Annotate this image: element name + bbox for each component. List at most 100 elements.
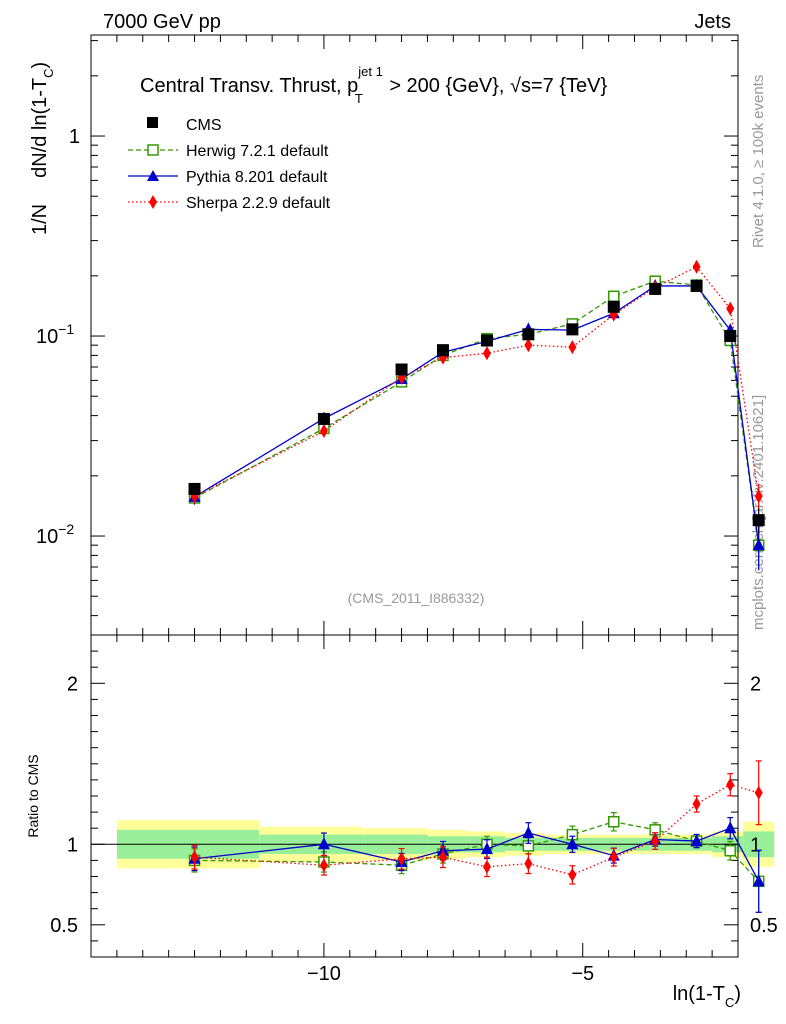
ratio-point-sherpa [651, 834, 660, 849]
ratio-tick-label-right: 2 [750, 673, 761, 695]
ylabel-close: ) [29, 62, 51, 69]
ratio-tick-label-left: 0.5 [50, 915, 78, 937]
y-tick-label: 10−1 [36, 321, 74, 348]
y-tick-base: 10 [36, 526, 58, 548]
point-cms [566, 323, 579, 336]
point-cms [317, 412, 330, 425]
xlabel-main: ln(1-T [673, 983, 725, 1005]
point-sherpa [692, 259, 701, 274]
xlabel-close: ) [734, 983, 741, 1005]
ratio-point-pythia [317, 837, 330, 850]
point-sherpa [319, 424, 328, 439]
point-cms [724, 330, 737, 343]
y-tick-exponent: −2 [58, 521, 74, 537]
title-middle: > 200 {GeV}, [384, 75, 510, 97]
legend-marker-pythia [147, 170, 159, 181]
title-prefix: Central Transv. Thrust, p [140, 75, 358, 97]
y-tick-base: 1 [69, 126, 80, 148]
ratio-tick-label-left: 1 [67, 834, 78, 856]
ratio-line-pythia [194, 827, 760, 882]
energy-label: 7000 GeV pp [103, 11, 221, 33]
point-cms [522, 328, 535, 341]
ratio-point-sherpa [190, 850, 199, 865]
legend-marker-herwig [147, 144, 159, 156]
point-sherpa [726, 301, 735, 316]
legend-label-sherpa: Sherpa 2.2.9 default [186, 195, 331, 212]
chart-title: Central Transv. Thrust, pjet 1 T > 200 {G… [140, 64, 607, 106]
series-line-pythia [194, 285, 760, 546]
ratio-point-sherpa [524, 856, 533, 871]
rivet-label: Rivet 4.1.0, ≥ 100k events [750, 75, 767, 248]
legend-entry-pythia: Pythia 8.201 default [128, 169, 328, 186]
series-line-herwig [194, 280, 760, 546]
title-sup: jet 1 [357, 64, 383, 79]
ratio-axis-ticks: −10 −5 0.5 0.5 1 1 2 2 [50, 634, 778, 985]
ratio-point-sherpa [726, 777, 735, 792]
point-sherpa [754, 489, 763, 504]
ratio-panel: −10 −5 0.5 0.5 1 1 2 2 Ratio to CMS [25, 634, 778, 985]
ratio-line-sherpa [194, 784, 759, 876]
ratio-point-sherpa [319, 858, 328, 873]
xlabel-sub: C [725, 995, 734, 1010]
ratio-point-pythia [690, 834, 703, 847]
ratio-tick-label-right: 1 [750, 834, 761, 856]
ratio-point-herwig [724, 844, 736, 857]
main-series [188, 259, 765, 571]
ratio-axis-label: Ratio to CMS [25, 754, 41, 837]
ylabel-sub: C [41, 68, 56, 77]
legend-entry-cms: CMS [147, 117, 222, 134]
title-sqrt: √ [510, 75, 521, 97]
ratio-point-pythia [480, 842, 493, 855]
main-panel: 10−210−11 Central Transv. Thrust, pjet 1… [29, 34, 765, 636]
ratio-point-sherpa [609, 850, 618, 865]
point-cms [752, 514, 765, 527]
category-label: Jets [694, 11, 731, 33]
legend-entry-sherpa: Sherpa 2.2.9 default [128, 195, 331, 212]
series-line-sherpa [194, 265, 760, 497]
point-cms [480, 334, 493, 347]
ylabel-a: 1/N [29, 204, 51, 235]
ratio-point-sherpa [482, 859, 491, 874]
ratio-tick-label-left: 2 [67, 673, 78, 695]
legend-entry-herwig: Herwig 7.2.1 default [128, 143, 329, 160]
ratio-point-sherpa [568, 867, 577, 882]
y-tick-exponent: −1 [58, 321, 74, 337]
legend: CMS Herwig 7.2.1 default Pythia 8.201 de… [128, 117, 331, 212]
ratio-tick-label-right: 0.5 [750, 915, 778, 937]
point-herwig [608, 290, 620, 303]
y-tick-base: 10 [36, 326, 58, 348]
y-axis-label: 1/N dN/d ln(1-TC) [29, 62, 56, 235]
point-sherpa [482, 346, 491, 361]
x-axis-label: ln(1-TC) [673, 983, 741, 1010]
ratio-point-pythia [752, 874, 765, 887]
legend-marker-sherpa [149, 195, 157, 209]
point-pythia [752, 538, 765, 551]
point-cms [649, 282, 662, 295]
legend-label-herwig: Herwig 7.2.1 default [186, 143, 329, 160]
title-tail: s=7 {TeV} [521, 75, 608, 97]
y-axis-label-text: 1/N dN/d ln(1-TC) [29, 62, 56, 235]
ratio-point-sherpa [692, 797, 701, 812]
ratio-point-herwig [608, 816, 620, 828]
legend-label-pythia: Pythia 8.201 default [186, 169, 328, 186]
point-cms [188, 482, 201, 495]
ylabel-b: dN/d ln(1-T [29, 78, 51, 178]
y-tick-label: 10−2 [36, 521, 74, 548]
ratio-point-sherpa [754, 785, 763, 800]
point-sherpa [568, 340, 577, 355]
point-cms [395, 363, 408, 376]
legend-marker-cms [147, 117, 158, 128]
x-tick-label: −5 [571, 963, 594, 985]
main-axis-ticks: 10−210−11 [36, 35, 739, 635]
legend-label-cms: CMS [186, 117, 222, 134]
title-sub: T [355, 91, 363, 106]
analysis-id: (CMS_2011_I886332) [348, 590, 485, 606]
ratio-point-sherpa [397, 851, 406, 866]
y-tick-label: 1 [69, 126, 80, 148]
point-cms [607, 300, 620, 313]
ratio-point-pythia [566, 837, 579, 850]
ratio-series [188, 760, 765, 913]
ratio-point-sherpa [438, 850, 447, 865]
point-sherpa [524, 338, 533, 353]
